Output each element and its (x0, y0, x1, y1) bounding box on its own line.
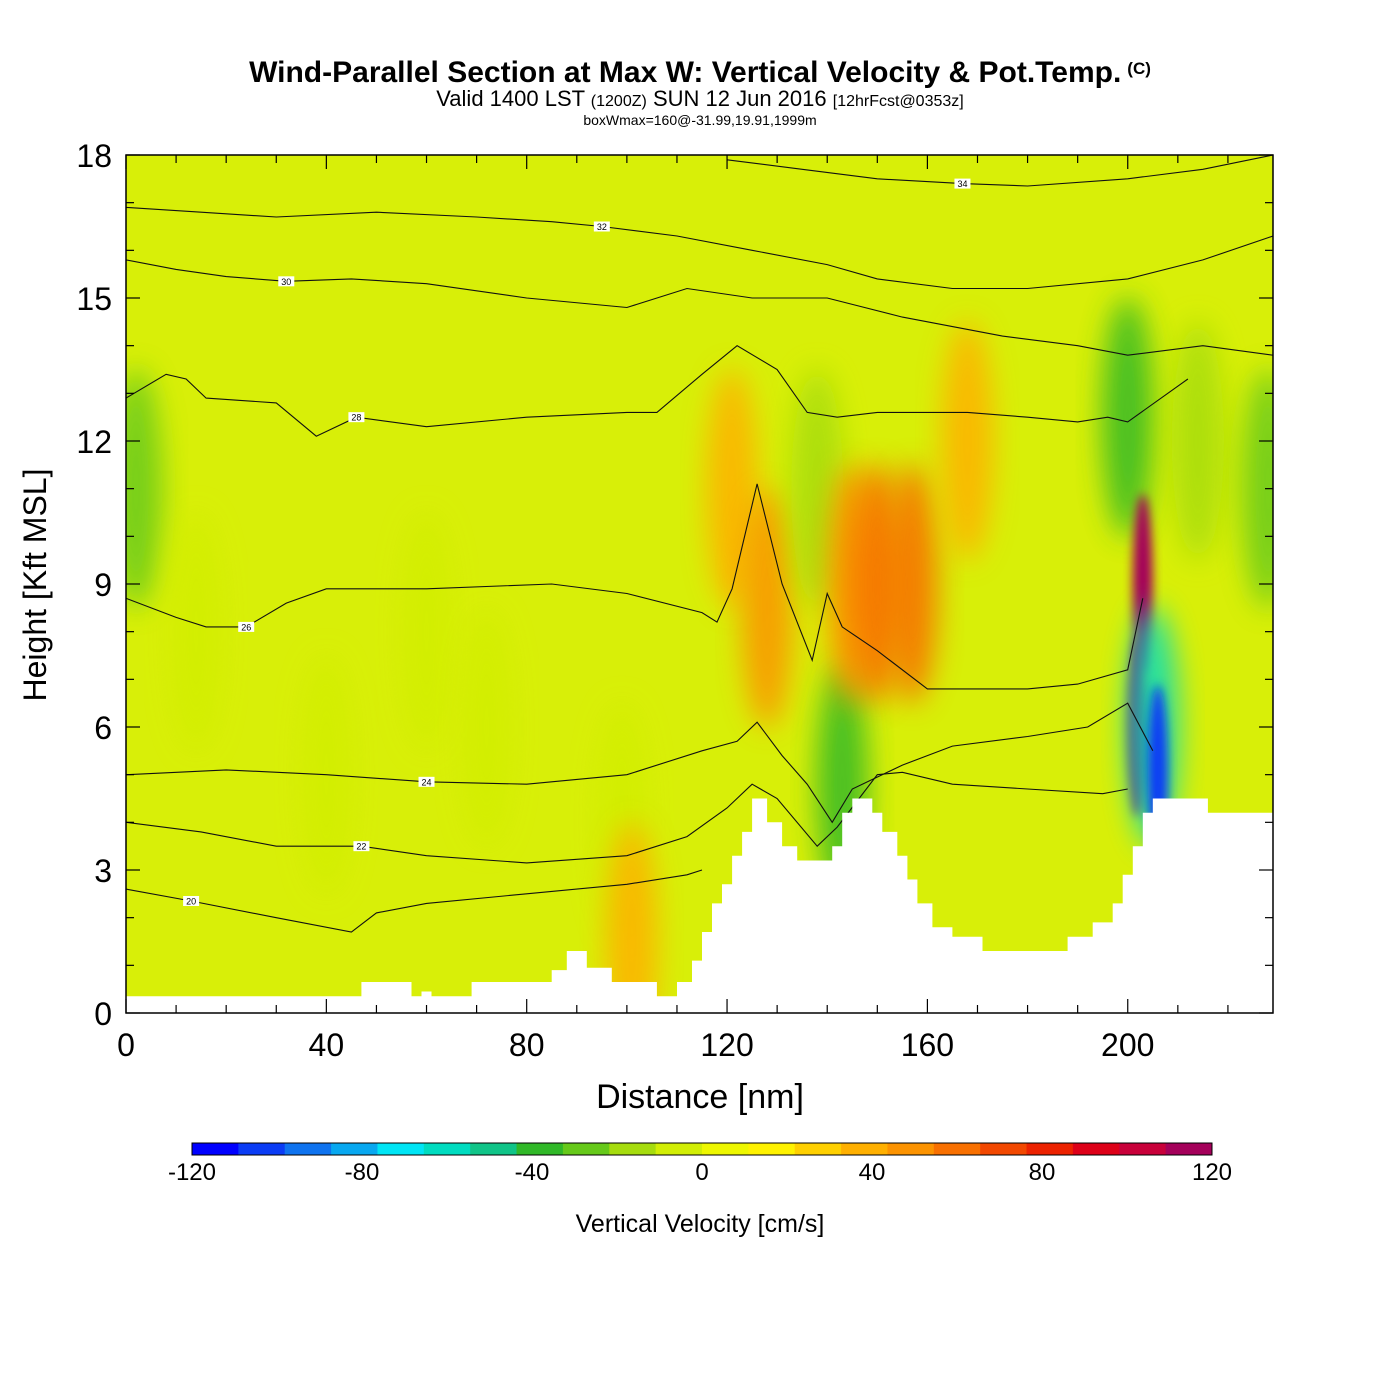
y-tick-label: 0 (94, 996, 112, 1032)
box-wmax-info: boxWmax=160@-31.99,19.91,1999m (583, 112, 817, 128)
colorbar-swatch (377, 1143, 425, 1155)
y-axis: 0 3 6 9 12 15 18 (76, 138, 1273, 1032)
colorbar-swatch (284, 1143, 332, 1155)
w-cell-15 (1101, 297, 1154, 538)
colorbar-tick-label: -80 (345, 1159, 380, 1186)
colorbar-swatch (470, 1143, 518, 1155)
x-tick-label: 0 (117, 1027, 135, 1063)
x-tick-label: 80 (509, 1027, 545, 1063)
theta-label-20: 20 (186, 896, 196, 906)
theta-contour-26 (126, 483, 1144, 690)
w-cell-3 (400, 511, 453, 752)
colorbar-swatch (609, 1143, 657, 1155)
x-axis-label: Distance [nm] (596, 1078, 804, 1116)
colorbar-tick-label: 120 (1192, 1159, 1232, 1186)
y-tick-label: 12 (76, 424, 112, 460)
colorbar-tick-label: 80 (1029, 1159, 1056, 1186)
colorbar-tick-label: 0 (695, 1159, 708, 1186)
colorbar-swatch (238, 1143, 286, 1155)
theta-label-bg-22 (353, 841, 370, 852)
theta-label-30: 30 (281, 277, 291, 287)
colorbar: -120 -80 -40 0 40 80 120 (168, 1142, 1232, 1186)
theta-contour-32 (126, 206, 1273, 290)
colorbar-swatch (1072, 1143, 1120, 1155)
theta-label-bg-28 (348, 412, 365, 423)
y-tick-label: 3 (94, 853, 112, 889)
w-cell-13 (886, 464, 939, 704)
colorbar-swatch (933, 1143, 981, 1155)
theta-label-bg-34 (954, 178, 971, 189)
w-cell-6 (605, 821, 658, 1013)
colorbar-frame (191, 1142, 1213, 1156)
y-tick-label: 9 (94, 567, 112, 603)
colorbar-swatch (748, 1143, 796, 1155)
y-tick-label: 6 (94, 710, 112, 746)
pot-temp-contours: 20 22 24 26 28 30 32 34 (126, 155, 1273, 933)
colorbar-swatch (887, 1143, 935, 1155)
theta-contour-34 (726, 155, 1273, 187)
colorbar-swatch (841, 1143, 888, 1155)
colorbar-swatch (702, 1143, 749, 1155)
colorbar-swatch (423, 1143, 471, 1155)
colorbar-swatch (562, 1143, 610, 1155)
colorbar-swatch (655, 1143, 703, 1155)
colorbar-tick-label: -120 (168, 1159, 216, 1186)
colorbar-label: Vertical Velocity [cm/s] (576, 1210, 825, 1238)
x-axis: 0 40 80 120 160 200 (117, 155, 1229, 1063)
y-tick-label: 18 (76, 138, 112, 174)
y-axis-label: Height [Kft MSL] (17, 469, 53, 702)
x-tick-label: 120 (700, 1027, 753, 1063)
terrain-mask (126, 798, 1273, 1013)
theta-label-34: 34 (957, 179, 967, 189)
copyright-mark: (C) (1127, 59, 1151, 78)
theta-label-32: 32 (597, 222, 607, 232)
x-tick-label: 160 (901, 1027, 954, 1063)
colorbar-swatch (794, 1143, 842, 1155)
theta-label-22: 22 (356, 842, 366, 852)
theta-label-bg-32 (593, 221, 610, 232)
theta-label-bg-30 (278, 276, 295, 287)
colorbar-tick-label: 40 (859, 1159, 886, 1186)
theta-label-bg-24 (418, 776, 435, 787)
colorbar-swatch (1026, 1143, 1074, 1155)
colorbar-swatch (192, 1143, 239, 1155)
theta-contour-30 (126, 259, 1273, 356)
theta-label-bg-26 (238, 621, 255, 632)
colorbar-swatch (1119, 1143, 1167, 1155)
theta-label-26: 26 (241, 622, 251, 632)
w-cell-8 (741, 487, 794, 728)
w-cell-21 (1241, 368, 1273, 609)
colorbar-tick-label: -40 (515, 1159, 550, 1186)
colorbar-swatch (980, 1143, 1028, 1155)
w-cell-14 (941, 321, 994, 561)
colorbar-swatch (1165, 1143, 1213, 1155)
w-cell-0 (126, 368, 163, 609)
w-cell-20 (1171, 321, 1224, 561)
colorbar-swatch (516, 1143, 564, 1155)
theta-label-bg-20 (183, 895, 200, 906)
theta-label-24: 24 (422, 777, 432, 787)
theta-label-28: 28 (351, 413, 361, 423)
colorbar-swatch (331, 1143, 378, 1155)
chart-title: Wind-Parallel Section at Max W: Vertical… (249, 56, 1151, 89)
w-cell-1 (170, 511, 223, 752)
valid-time: Valid 1400 LST (1200Z) SUN 12 Jun 2016 [… (436, 86, 964, 111)
x-tick-label: 40 (309, 1027, 345, 1063)
plot-background (126, 155, 1273, 1013)
theta-contour-28 (126, 345, 1189, 437)
w-cell-4 (460, 607, 513, 847)
x-tick-label: 200 (1101, 1027, 1154, 1063)
title-block: Wind-Parallel Section at Max W: Vertical… (0, 52, 1400, 127)
y-tick-label: 15 (76, 281, 112, 317)
theta-contour-20 (126, 869, 703, 933)
